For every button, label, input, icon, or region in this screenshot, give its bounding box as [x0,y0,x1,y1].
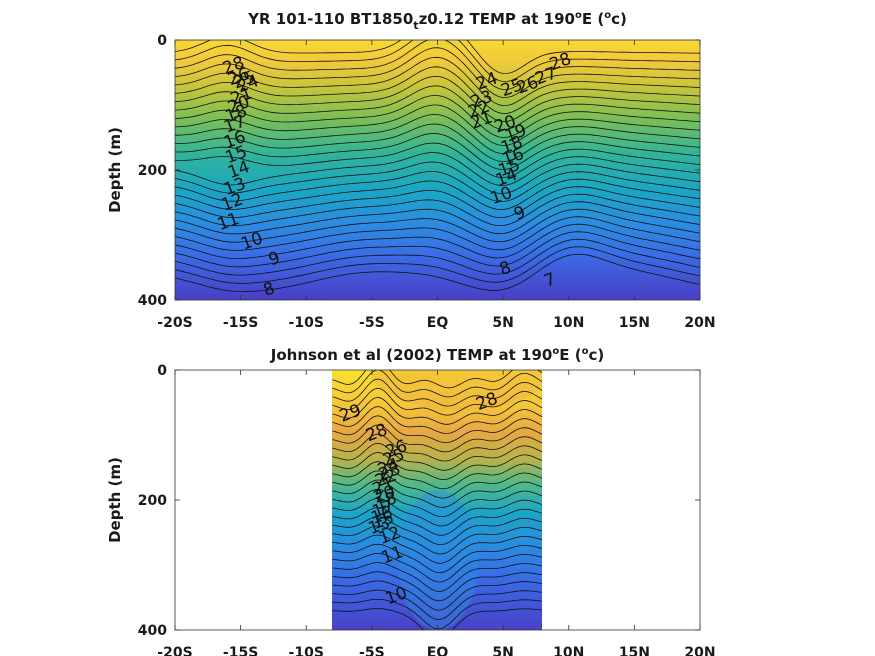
title-bottom: Johnson et al (2002) TEMP at 190oE (oc) [270,346,604,364]
y-tick-label: 0 [157,363,167,379]
isotherm-line [332,534,542,564]
y-tick-label: 200 [138,493,167,509]
x-tick-label: EQ [427,315,449,331]
isotherm-line [175,133,700,170]
isotherm-line [175,152,700,186]
isotherm-line [175,85,700,131]
y-tick-label: 0 [157,33,167,49]
isotherm-line [332,397,542,425]
title-top: YR 101-110 BT1850tz0.12 TEMP at 190oE (o… [247,10,627,32]
isotherm-line [175,246,700,284]
isotherm-line [332,580,542,611]
x-tick-label: 15N [619,645,650,656]
isotherm-line [175,208,700,243]
isotherm-line [175,123,700,162]
x-tick-label: -10S [289,645,324,656]
x-tick-label: 10N [553,645,584,656]
isotherm-line [175,47,700,99]
isotherm-line [332,370,542,389]
isotherm-line [175,40,700,75]
y-tick-label: 200 [138,163,167,179]
isotherm-line [332,562,542,592]
contour-field-top [175,40,700,300]
isotherm-line [332,488,542,517]
x-tick-label: -5S [359,315,385,331]
isotherm-line [332,433,542,462]
isotherm-line [332,552,542,583]
isotherm-line [175,178,700,210]
x-tick-label: 5N [492,645,513,656]
isotherm-line [175,193,700,227]
panel-bottom: Johnson et al (2002) TEMP at 190oE (oc) … [106,346,716,656]
isotherm-line [332,589,542,620]
isotherm-line [175,201,700,235]
contour-field-bottom [332,370,542,630]
x-axis-top: -20S -15S -10S -5S EQ 5N 10N 15N 20N [157,40,716,331]
isotherm-line [175,114,700,155]
isotherm-line [175,95,700,139]
isotherm-line [332,497,542,527]
isotherm-line [332,479,542,508]
x-tick-label: -20S [157,315,192,331]
x-axis-bottom: -20S -15S -10S -5S EQ 5N 10N 15N 20N [157,370,716,656]
x-tick-label: 20N [684,315,715,331]
x-tick-label: 20N [684,645,715,656]
isotherm-line [332,470,542,499]
isotherm-line [175,253,700,293]
isotherm-line [175,171,700,202]
x-tick-label: -5S [359,645,385,656]
isotherm-line [332,525,542,555]
x-tick-label: EQ [427,645,449,656]
y-axis-bottom: 0 200 400 [138,363,700,639]
isotherm-line [332,415,542,443]
isotherm-line [332,543,542,574]
contour-labels-top: 2826252421201817161514131211109828272625… [215,49,574,301]
isotherm-line [332,452,542,480]
isotherm-line [175,40,700,83]
y-tick-label: 400 [138,293,167,309]
isotherm-line [332,608,542,630]
isotherm-line [332,507,542,536]
x-tick-label: -15S [223,645,258,656]
y-tick-label: 400 [138,623,167,639]
isotherm-line [175,104,700,147]
x-tick-label: -10S [289,315,324,331]
isotherm-line [332,370,542,398]
x-tick-label: 10N [553,315,584,331]
isotherm-line [175,223,700,260]
isotherm-line [175,161,700,194]
isotherm-line [332,378,542,407]
x-tick-label: -15S [223,315,258,331]
ylabel-bottom: Depth (m) [106,457,124,543]
ylabel-top: Depth (m) [106,127,124,213]
isotherm-line [332,516,542,546]
isotherm-line [332,461,542,490]
x-tick-label: 15N [619,315,650,331]
isotherm-line [175,40,700,91]
x-tick-label: 5N [492,315,513,331]
isotherm-line [332,406,542,434]
panel-top: YR 101-110 BT1850tz0.12 TEMP at 190oE (o… [106,10,716,331]
isotherm-line [175,66,700,115]
isotherm-line [332,571,542,602]
isotherm-line [175,56,700,107]
isotherm-line [332,424,542,453]
x-tick-label: -20S [157,645,192,656]
isotherm-line [175,216,700,251]
y-axis-top: 0 200 400 [138,33,700,309]
isotherm-line [332,387,542,416]
isotherm-line [332,442,542,471]
isotherm-line [175,238,700,276]
isotherm-line [175,231,700,268]
isotherm-line [175,142,700,178]
isotherm-line [175,186,700,219]
isotherm-line [175,75,700,123]
